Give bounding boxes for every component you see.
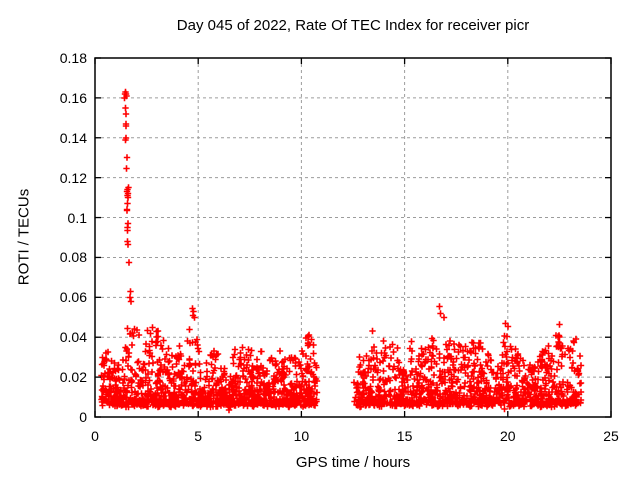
y-tick-label-0.18: 0.18 [59, 50, 87, 66]
y-tick-label-0.14: 0.14 [59, 129, 87, 146]
y-tick-label-0.04: 0.04 [59, 329, 87, 346]
x-axis-label: GPS time / hours [295, 454, 411, 471]
y-tick-label-0.08: 0.08 [59, 249, 87, 266]
x-tick-label-15: 15 [396, 428, 413, 444]
y-tick-label-0.06: 0.06 [59, 289, 87, 306]
x-tick-label-25: 25 [603, 428, 619, 444]
x-tick-label-0: 0 [91, 428, 99, 444]
data-points [98, 88, 585, 414]
plot-frame [94, 57, 612, 418]
x-tick-label-20: 20 [500, 428, 516, 444]
y-tick-label-0.12: 0.12 [59, 169, 87, 186]
x-tick-label-5: 5 [194, 428, 203, 444]
y-tick-label-0.02: 0.02 [59, 369, 87, 386]
y-tick-label-0.1: 0.1 [67, 209, 87, 226]
chart-title: Day 045 of 2022, Rate Of TEC Index for r… [176, 17, 530, 34]
y-tick-label-0.16: 0.16 [59, 89, 87, 106]
x-tick-label-10: 10 [293, 428, 310, 444]
y-tick-label-0: 0 [79, 409, 87, 425]
